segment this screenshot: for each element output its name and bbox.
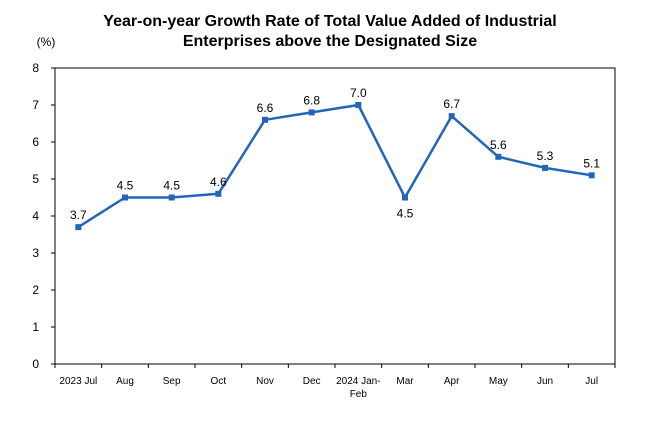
data-point-marker: [308, 109, 315, 116]
data-point-marker: [215, 190, 222, 197]
data-point-marker: [448, 113, 455, 120]
data-label: 4.5: [117, 179, 134, 193]
data-label: 6.8: [303, 93, 320, 107]
y-tick-label: 3: [32, 246, 39, 260]
x-tick-label: Aug: [116, 376, 134, 387]
data-point-marker: [588, 172, 595, 179]
y-tick-label: 5: [32, 172, 39, 186]
data-point-marker: [542, 164, 548, 171]
data-point-marker: [75, 224, 82, 231]
data-label: 7.0: [350, 86, 367, 100]
data-point-marker: [402, 194, 408, 201]
data-label: 5.1: [583, 156, 600, 170]
y-tick-label: 7: [32, 98, 39, 112]
data-label: 5.3: [537, 149, 554, 163]
data-point-marker: [355, 102, 362, 108]
x-tick-label: Jul: [585, 376, 598, 387]
data-label: 4.5: [397, 207, 414, 221]
x-tick-label: Jun: [537, 376, 553, 387]
y-axis-unit-label: (%): [37, 35, 56, 49]
data-label: 3.7: [70, 208, 87, 222]
series-line: [77, 103, 592, 229]
x-tick-label: Dec: [303, 376, 321, 387]
chart-title-line-2: Enterprises above the Designated Size: [182, 33, 478, 50]
data-label: 6.7: [443, 97, 460, 111]
data-label: 4.6: [210, 175, 227, 189]
y-tick-label: 6: [32, 135, 39, 149]
data-point-marker: [168, 194, 175, 201]
plot-area-border: [54, 67, 616, 365]
x-tick-label: 2023 Jul: [59, 376, 97, 387]
chart-title-line-1: Year-on-year Growth Rate of Total Value …: [103, 13, 557, 30]
data-label: 6.6: [257, 101, 274, 115]
chart-title: Year-on-year Growth Rate of Total Value …: [0, 12, 660, 52]
data-point-marker: [122, 194, 128, 201]
x-tick-label: Apr: [444, 376, 460, 387]
x-tick-label: Nov: [256, 376, 274, 387]
x-tick-label: Mar: [396, 376, 414, 387]
data-label: 5.6: [490, 138, 507, 152]
data-point-marker: [495, 153, 502, 160]
y-tick-label: 2: [32, 283, 39, 297]
y-tick-label: 4: [32, 209, 39, 223]
y-tick-label: 0: [32, 357, 39, 371]
x-tick-label: Sep: [163, 376, 181, 387]
y-tick-label: 1: [32, 320, 39, 334]
x-tick-label: May: [489, 376, 508, 387]
y-tick-label: 8: [32, 61, 39, 75]
data-label: 4.5: [163, 179, 180, 193]
x-tick-label: 2024 Jan-: [336, 376, 380, 387]
x-tick-label: Oct: [211, 376, 227, 387]
data-point-marker: [262, 116, 268, 123]
x-tick-label: Feb: [350, 389, 368, 400]
